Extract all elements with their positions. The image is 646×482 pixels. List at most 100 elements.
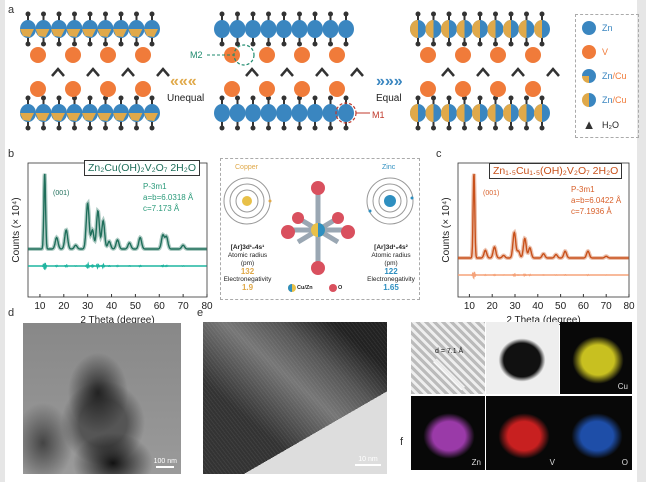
oh-atom (431, 41, 436, 47)
cu-fraction (410, 104, 418, 122)
x-tick-label: 10 (464, 301, 476, 312)
oh-atom (41, 11, 46, 17)
oh-atom (149, 41, 155, 47)
zinc-config: [Ar]3d¹₀4s² (374, 244, 408, 251)
oh-atom (25, 11, 31, 17)
zncu-unequal-icon (582, 69, 596, 83)
v-atom (420, 47, 436, 63)
oh-atom (462, 11, 467, 17)
x-tick-label: 70 (178, 301, 190, 312)
oh-atom (343, 41, 349, 47)
lattice-lines (433, 358, 465, 391)
metal-atom (322, 20, 339, 38)
oh-atom (219, 95, 225, 101)
metal-atom (229, 104, 246, 122)
tem-image-d: 100 nm (23, 323, 181, 474)
oh-atom (87, 41, 93, 47)
plot-frame (457, 162, 630, 298)
oh-atom (281, 41, 287, 47)
metal-atom (260, 104, 277, 122)
v-atom (294, 47, 310, 63)
oh-atom (539, 125, 545, 131)
cu-fraction (20, 113, 34, 121)
legend-o: O (338, 285, 343, 291)
oh-atom (103, 41, 108, 47)
cu-fraction (425, 20, 434, 38)
lattice-c-c: c=7.1936 Å (571, 207, 612, 216)
oh-atom (539, 95, 545, 101)
zinc-radius-unit: (pm) (384, 260, 398, 267)
cu-fraction (82, 29, 96, 37)
copper-radius-unit: (pm) (240, 260, 255, 267)
v-atom (420, 81, 436, 97)
oh-atom (56, 41, 62, 47)
label-m1: M1 (372, 110, 385, 120)
oh-atom (118, 11, 124, 17)
v-atom (65, 81, 81, 97)
panel-label-f: f (400, 436, 404, 448)
oh-atom (312, 11, 318, 17)
oh-atom (72, 125, 77, 131)
y-axis-label: Counts (× 10⁴) (11, 197, 22, 262)
label-equal: Equal (376, 93, 402, 104)
oh-atom (328, 11, 333, 17)
hrtem-image-e: 10 nm (203, 322, 387, 474)
metal-atom (245, 104, 261, 122)
metal-atom (338, 20, 354, 38)
cu-fraction (144, 113, 158, 121)
zinc-radius-label: Atomic radius (371, 252, 411, 259)
zinc-radius: 122 (384, 267, 398, 276)
metal-atom (276, 20, 292, 38)
metal-atom (291, 104, 308, 122)
oh-atom (25, 41, 31, 47)
cu-fraction (66, 113, 81, 121)
zn-atom-icon (582, 21, 596, 35)
cu-fraction (51, 29, 65, 37)
cu-fraction (534, 20, 542, 38)
oh-atom (87, 11, 93, 17)
v-atom (455, 47, 471, 63)
cu-fraction (35, 113, 50, 121)
oh-atom (41, 95, 46, 101)
oh-atom (343, 11, 349, 17)
oh-atom (134, 41, 139, 47)
v-atom (100, 47, 116, 63)
oh-atom (103, 125, 108, 131)
x-axis-label: 2 Theta (degree) (506, 315, 580, 325)
oh-atom (462, 125, 467, 131)
hrtem-lattice-f: d = 7.1 Å (411, 322, 485, 394)
oh-atom (343, 95, 349, 101)
metal-atom (291, 20, 308, 38)
oh-atom (446, 125, 452, 131)
cu-fraction (66, 29, 81, 37)
h2o-molecule (315, 67, 329, 77)
oh-atom (524, 125, 529, 131)
cu-fraction (113, 29, 127, 37)
x-tick-label: 10 (34, 301, 46, 312)
oh-atom (266, 41, 271, 47)
calculated-pattern (458, 173, 629, 259)
oh-atom (87, 95, 93, 101)
oh-atom (431, 11, 436, 17)
eds-map-v: V (486, 396, 559, 470)
v-atom (490, 81, 506, 97)
oh-atom (25, 125, 31, 131)
oh-atom (134, 95, 139, 101)
oh-atom (493, 11, 498, 17)
oh-atom (415, 125, 421, 131)
cu-fraction (82, 113, 96, 121)
h2o-molecule (156, 67, 170, 77)
metal-atom (307, 20, 323, 38)
eds-map-cu: Cu (560, 322, 632, 394)
x-tick-label: 40 (106, 301, 118, 312)
x-tick-label: 30 (82, 301, 94, 312)
oh-atom (431, 95, 436, 101)
h2o-molecule (476, 67, 490, 77)
cu-fraction (472, 104, 480, 122)
cu-fraction (487, 20, 496, 38)
copper-info: [Ar]3d¹₀4s¹ Atomic radius (pm) 132 Elect… (220, 244, 275, 292)
oh-atom (446, 11, 452, 17)
cu-fraction (456, 104, 465, 122)
copper-en: 1.9 (241, 283, 254, 292)
right-border (637, 0, 646, 482)
